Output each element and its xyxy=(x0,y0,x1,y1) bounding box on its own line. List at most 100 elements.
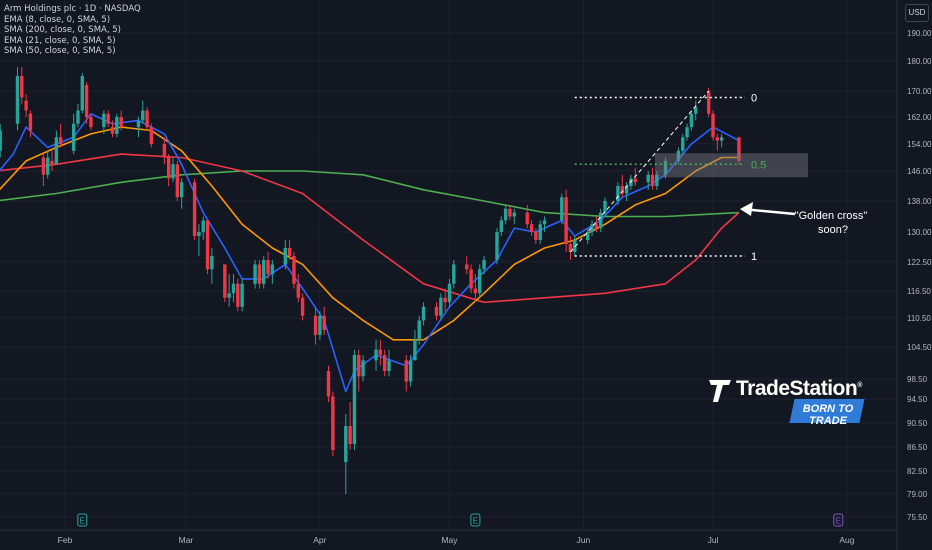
candle-body xyxy=(719,137,724,141)
candle-body xyxy=(257,264,262,284)
candle-body xyxy=(706,91,711,114)
candle-body xyxy=(413,339,417,361)
candle-body xyxy=(240,283,244,307)
candle-body xyxy=(374,349,378,361)
price-tick-label: 190.00 xyxy=(907,29,932,38)
candle-body xyxy=(434,306,439,316)
candle-body xyxy=(378,349,383,355)
time-tick-label: Aug xyxy=(839,535,854,545)
currency-button[interactable]: USD xyxy=(905,4,929,22)
candle-body xyxy=(694,107,698,114)
candle-body xyxy=(560,197,564,221)
candle-body xyxy=(223,264,227,298)
candle-body xyxy=(296,283,300,298)
candle-body xyxy=(84,85,89,117)
candle-body xyxy=(348,426,352,444)
candle-body xyxy=(663,160,668,175)
price-axis[interactable]: 190.00 180.00 170.00 162.00 154.00 146.00 138.… xyxy=(907,29,932,522)
price-tick-label: 94.50 xyxy=(907,395,928,404)
candle-body xyxy=(685,127,689,138)
fib-trend-line xyxy=(570,90,710,253)
candle-body xyxy=(633,178,637,183)
candle-body xyxy=(71,123,76,151)
chart-legend: Arm Holdings plc · 1D · NASDAQ EMA (8, c… xyxy=(4,4,141,57)
candle-body xyxy=(141,110,145,121)
price-tick-label: 138.00 xyxy=(907,197,932,206)
candle-body xyxy=(382,355,387,371)
legend-sma50[interactable]: SMA (50, close, 0, SMA, 5) xyxy=(4,46,116,57)
candle-body xyxy=(534,232,538,240)
candle-body xyxy=(404,360,408,382)
candle-body xyxy=(15,76,20,124)
candle-body xyxy=(300,297,305,316)
time-tick-label: Jun xyxy=(577,535,591,545)
candle-body xyxy=(171,164,175,179)
candle-body xyxy=(417,320,421,340)
candle-body xyxy=(512,212,516,217)
candle-body xyxy=(594,224,599,229)
candle-body xyxy=(620,186,624,194)
candle-body xyxy=(50,160,54,165)
candle-body xyxy=(624,186,629,194)
candle-body xyxy=(89,117,93,128)
candle-body xyxy=(115,117,119,134)
candle-body xyxy=(586,232,590,240)
price-tick-label: 104.50 xyxy=(907,343,932,352)
time-axis[interactable]: Feb Mar Apr May Jun Jul Aug xyxy=(58,535,855,545)
candle-body xyxy=(175,164,180,198)
earnings-marker-icon xyxy=(833,513,844,527)
candle-body xyxy=(538,224,542,240)
earnings-marker-letter: E xyxy=(473,517,478,526)
candle-body xyxy=(192,182,197,236)
candle-body xyxy=(482,260,486,270)
candle-body xyxy=(136,120,141,128)
candle-body xyxy=(676,150,681,161)
moving-averages xyxy=(0,113,740,393)
legend-ema8[interactable]: EMA (8, close, 0, SMA, 5) xyxy=(4,14,111,25)
logo-tagline: BORN TO TRADE xyxy=(802,403,854,427)
candle-body xyxy=(478,269,482,294)
candle-body xyxy=(465,264,469,270)
price-tick-label: 90.50 xyxy=(907,419,928,428)
annotation-text-2: soon? xyxy=(818,224,848,236)
candle-body xyxy=(266,260,270,275)
candle-body xyxy=(508,208,512,217)
candle-body xyxy=(149,127,154,144)
candle-body xyxy=(499,220,504,232)
candle-body xyxy=(421,306,426,321)
earnings-marker-letter: E xyxy=(80,517,85,526)
candle-body xyxy=(495,232,499,260)
fib-label-0: 0 xyxy=(751,93,757,105)
candle-body xyxy=(102,113,106,128)
candle-body xyxy=(262,260,266,284)
time-tick-label: Apr xyxy=(313,535,326,545)
fib-highlight-box xyxy=(655,153,808,178)
candle-body xyxy=(469,269,473,289)
candle-body xyxy=(28,113,33,131)
price-tick-label: 170.00 xyxy=(907,87,932,96)
logo-wordmark: TradeStation® xyxy=(736,377,862,400)
candle-body xyxy=(322,315,326,331)
tradestation-logo: TradeStation® BORN TO TRADE xyxy=(708,375,868,435)
candle-body xyxy=(283,248,288,265)
candle-body xyxy=(46,157,50,175)
candle-body xyxy=(313,315,318,335)
candle-body xyxy=(715,137,720,141)
candle-body xyxy=(590,224,594,232)
annotation-text-1: "Golden cross" xyxy=(795,210,868,222)
price-tick-label: 116.50 xyxy=(907,287,931,296)
candle-body xyxy=(681,137,685,151)
fib-retracement[interactable]: 00.51 xyxy=(570,90,808,263)
candle-body xyxy=(270,264,275,275)
legend-sma200[interactable]: SMA (200, close, 0, SMA, 5) xyxy=(4,25,121,36)
candle-body xyxy=(439,297,443,316)
legend-ema21[interactable]: EMA (21, close, 0, SMA, 5) xyxy=(4,35,116,46)
candle-body xyxy=(447,283,452,303)
candle-body xyxy=(650,174,655,186)
price-tick-label: 162.00 xyxy=(907,113,932,122)
candle-body xyxy=(210,256,214,270)
time-tick-label: Mar xyxy=(179,535,194,545)
candle-body xyxy=(443,297,447,303)
